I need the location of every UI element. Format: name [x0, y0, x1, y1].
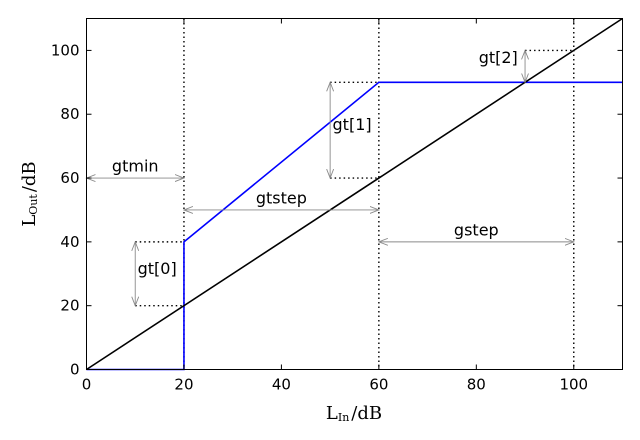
x-tick-label-20: 20 — [174, 376, 193, 394]
y-axis-label: LOut/dB — [19, 161, 40, 226]
annotation-label-gt-1: gt[1] — [333, 115, 372, 134]
annotation-label-gstep: gstep — [454, 220, 499, 239]
y-tick-label-40: 40 — [60, 233, 79, 251]
x-tick-label-80: 80 — [467, 376, 486, 394]
x-tick-label-40: 40 — [272, 376, 291, 394]
plot-frame — [86, 18, 623, 370]
axis-ticks: 0 20 40 60 80 100 0 20 40 60 80 100 — [51, 18, 623, 394]
annotations: gtmin gtstep gstep gt[0] gt[1] gt[2] — [87, 48, 574, 306]
y-tick-label-100: 100 — [51, 41, 80, 59]
annotation-label-gt-2: gt[2] — [479, 48, 518, 67]
x-tick-label-0: 0 — [82, 376, 92, 394]
x-tick-label-100: 100 — [559, 376, 588, 394]
y-tick-label-80: 80 — [60, 105, 79, 123]
annotation-label-gtmin: gtmin — [112, 157, 159, 176]
series-lines — [86, 17, 623, 371]
series-line-1 — [86, 17, 623, 371]
annotation-label-gtstep: gtstep — [256, 189, 307, 208]
y-tick-label-20: 20 — [60, 297, 79, 315]
annotation-label-gt-0: gt[0] — [138, 259, 177, 278]
y-tick-label-60: 60 — [60, 169, 79, 187]
x-axis-label: LIn/dB — [326, 403, 382, 424]
y-tick-label-0: 0 — [70, 361, 80, 379]
x-tick-label-60: 60 — [369, 376, 388, 394]
